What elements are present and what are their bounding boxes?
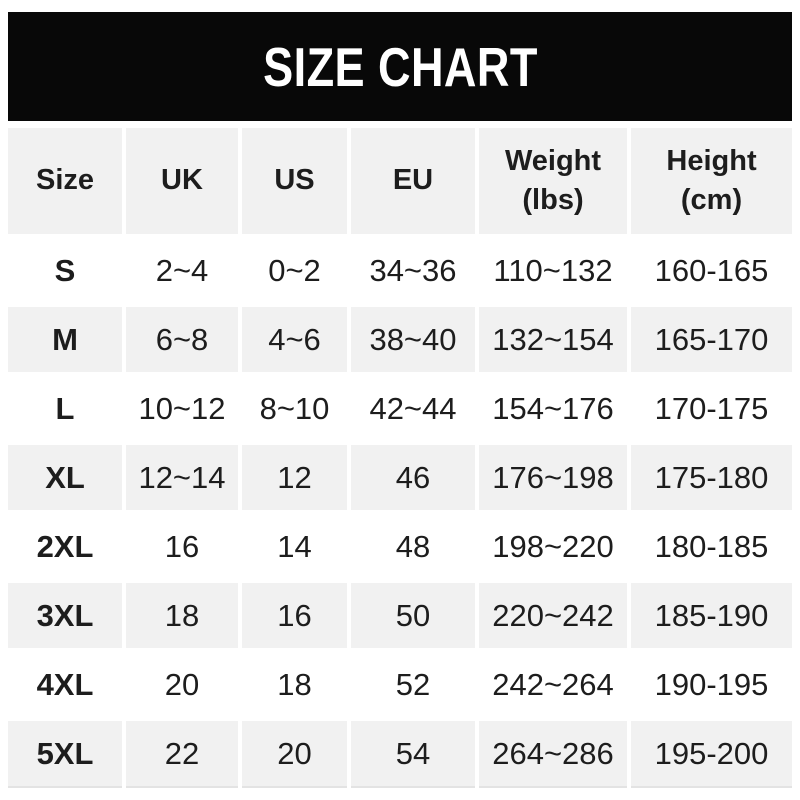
table-cell-eu: 54 bbox=[351, 721, 475, 788]
size-label: S bbox=[8, 238, 122, 303]
table-cell-uk: 16 bbox=[126, 514, 238, 579]
table-row-l: L 10~12 8~10 42~44 154~176 170-175 bbox=[8, 376, 792, 441]
table-cell-eu: 52 bbox=[351, 652, 475, 717]
table-cell-height: 165-170 bbox=[631, 307, 792, 372]
table-cell-us: 18 bbox=[242, 652, 347, 717]
size-label: 4XL bbox=[8, 652, 122, 717]
header-row: Size UK US EU Weight (lbs) Height (cm) bbox=[8, 128, 792, 234]
column-header-label: UK bbox=[161, 164, 203, 197]
table-cell-weight: 176~198 bbox=[479, 445, 627, 510]
column-header-unit: (cm) bbox=[680, 184, 743, 216]
table-cell-uk: 20 bbox=[126, 652, 238, 717]
table-row-4xl: 4XL 20 18 52 242~264 190-195 bbox=[8, 652, 792, 717]
table-cell-eu: 46 bbox=[351, 445, 475, 510]
table-cell-height: 180-185 bbox=[631, 514, 792, 579]
column-header-label: Height bbox=[666, 144, 757, 177]
size-label: M bbox=[8, 307, 122, 372]
table-cell-us: 20 bbox=[242, 721, 347, 788]
column-header-eu: EU bbox=[351, 128, 475, 234]
table-row-2xl: 2XL 16 14 48 198~220 180-185 bbox=[8, 514, 792, 579]
column-header-label: Size bbox=[35, 164, 95, 197]
table-row-5xl: 5XL 22 20 54 264~286 195-200 bbox=[8, 721, 792, 788]
size-chart-table: Size UK US EU Weight (lbs) Height (cm) bbox=[4, 124, 796, 792]
table-cell-height: 175-180 bbox=[631, 445, 792, 510]
page-title: SIZE CHART bbox=[262, 35, 538, 98]
table-cell-us: 14 bbox=[242, 514, 347, 579]
table-cell-us: 16 bbox=[242, 583, 347, 648]
table-cell-us: 8~10 bbox=[242, 376, 347, 441]
column-header-label: Weight bbox=[504, 144, 602, 177]
table-cell-weight: 198~220 bbox=[479, 514, 627, 579]
column-header-label: US bbox=[274, 164, 315, 197]
table-cell-uk: 18 bbox=[126, 583, 238, 648]
size-label: L bbox=[8, 376, 122, 441]
column-header-label: EU bbox=[392, 164, 434, 197]
table-cell-us: 0~2 bbox=[242, 238, 347, 303]
column-header-size: Size bbox=[8, 128, 122, 234]
table-cell-uk: 22 bbox=[126, 721, 238, 788]
size-label: 3XL bbox=[8, 583, 122, 648]
size-label: 5XL bbox=[8, 721, 122, 788]
table-cell-uk: 12~14 bbox=[126, 445, 238, 510]
table-cell-eu: 42~44 bbox=[351, 376, 475, 441]
column-header-weight: Weight (lbs) bbox=[479, 128, 627, 234]
table-cell-us: 12 bbox=[242, 445, 347, 510]
table-cell-weight: 264~286 bbox=[479, 721, 627, 788]
table-cell-us: 4~6 bbox=[242, 307, 347, 372]
table-cell-weight: 220~242 bbox=[479, 583, 627, 648]
table-cell-height: 195-200 bbox=[631, 721, 792, 788]
table-cell-height: 160-165 bbox=[631, 238, 792, 303]
table-cell-weight: 132~154 bbox=[479, 307, 627, 372]
column-header-uk: UK bbox=[126, 128, 238, 234]
table-cell-weight: 154~176 bbox=[479, 376, 627, 441]
table-row-s: S 2~4 0~2 34~36 110~132 160-165 bbox=[8, 238, 792, 303]
size-label: XL bbox=[8, 445, 122, 510]
table-header: Size UK US EU Weight (lbs) Height (cm) bbox=[8, 128, 792, 234]
table-body: S 2~4 0~2 34~36 110~132 160-165 M 6~8 4~… bbox=[8, 238, 792, 788]
column-header-height: Height (cm) bbox=[631, 128, 792, 234]
column-header-us: US bbox=[242, 128, 347, 234]
column-header-unit: (lbs) bbox=[522, 184, 584, 216]
size-chart-page: SIZE CHART Size UK US EU bbox=[0, 12, 800, 800]
table-cell-eu: 34~36 bbox=[351, 238, 475, 303]
table-cell-height: 170-175 bbox=[631, 376, 792, 441]
table-cell-eu: 38~40 bbox=[351, 307, 475, 372]
table-cell-eu: 48 bbox=[351, 514, 475, 579]
table-row-3xl: 3XL 18 16 50 220~242 185-190 bbox=[8, 583, 792, 648]
table-cell-height: 185-190 bbox=[631, 583, 792, 648]
table-row-m: M 6~8 4~6 38~40 132~154 165-170 bbox=[8, 307, 792, 372]
size-label: 2XL bbox=[8, 514, 122, 579]
table-cell-uk: 6~8 bbox=[126, 307, 238, 372]
title-banner: SIZE CHART bbox=[8, 12, 792, 121]
table-cell-eu: 50 bbox=[351, 583, 475, 648]
table-cell-uk: 2~4 bbox=[126, 238, 238, 303]
table-cell-weight: 242~264 bbox=[479, 652, 627, 717]
table-cell-weight: 110~132 bbox=[479, 238, 627, 303]
table-cell-height: 190-195 bbox=[631, 652, 792, 717]
table-cell-uk: 10~12 bbox=[126, 376, 238, 441]
table-row-xl: XL 12~14 12 46 176~198 175-180 bbox=[8, 445, 792, 510]
